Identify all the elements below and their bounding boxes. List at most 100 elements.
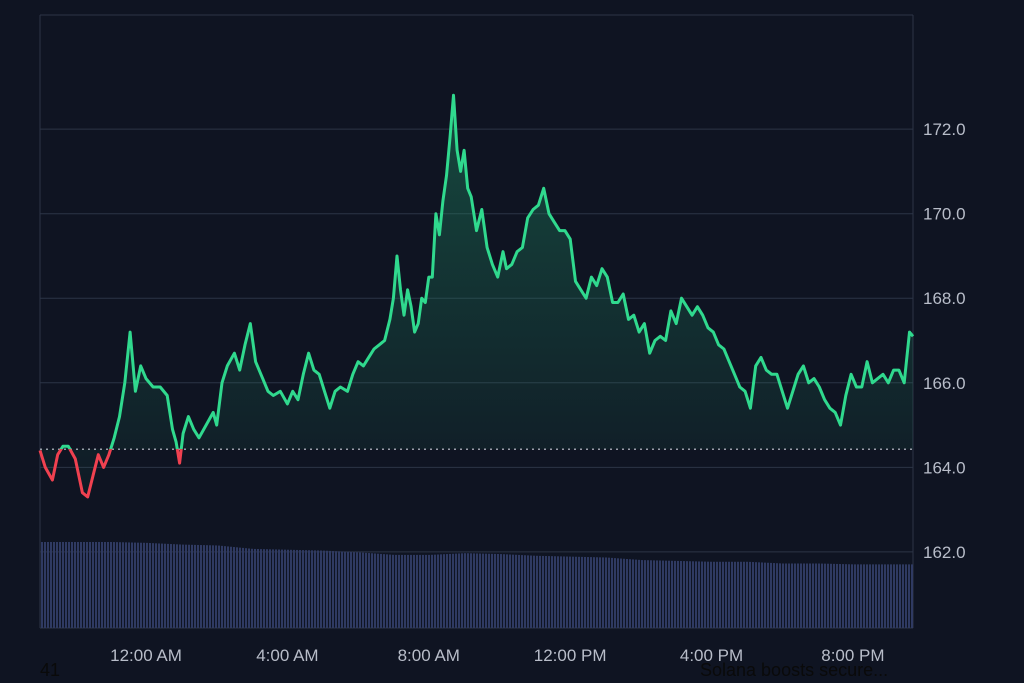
volume-bar: [479, 553, 481, 628]
volume-bar: [827, 563, 829, 628]
volume-bar: [692, 561, 694, 628]
volume-bar: [386, 554, 388, 628]
volume-bar: [449, 553, 451, 628]
volume-bar: [338, 551, 340, 628]
volume-bar: [236, 547, 238, 628]
volume-bar: [725, 561, 727, 628]
volume-bar: [182, 544, 184, 628]
volume-bar: [488, 553, 490, 628]
volume-bar: [689, 561, 691, 628]
volume-bar: [824, 563, 826, 628]
volume-bar: [557, 556, 559, 628]
volume-bar: [137, 542, 139, 628]
volume-bar: [485, 553, 487, 628]
volume-bar: [830, 563, 832, 628]
volume-bar: [233, 547, 235, 628]
volume-bar: [251, 548, 253, 628]
volume-bar: [659, 560, 661, 628]
volume-bar: [638, 559, 640, 628]
volume-bar: [593, 557, 595, 628]
volume-bar: [392, 554, 394, 628]
volume-bar: [119, 542, 121, 628]
volume-bar: [59, 542, 61, 628]
volume-bar: [836, 563, 838, 628]
volume-bar: [455, 553, 457, 628]
volume-bar: [860, 564, 862, 628]
x-tick-label: 4:00 AM: [256, 646, 318, 665]
volume-bar: [572, 556, 574, 628]
volume-bar: [881, 564, 883, 628]
volume-bar: [740, 561, 742, 628]
footer-left-text: 41: [40, 660, 61, 680]
volume-bar: [590, 557, 592, 628]
x-axis-ticks: 12:00 AM 4:00 AM 8:00 AM 12:00 PM 4:00 PM 8:0…: [110, 646, 884, 665]
volume-bar: [335, 551, 337, 628]
volume-bar: [605, 557, 607, 628]
volume-bar: [476, 553, 478, 628]
volume-bar: [374, 553, 376, 628]
volume-bar: [92, 542, 94, 628]
volume-bar: [719, 561, 721, 628]
x-tick-label: 12:00 AM: [110, 646, 182, 665]
volume-bar: [569, 556, 571, 628]
volume-bar: [134, 542, 136, 628]
volume-bar: [746, 561, 748, 628]
volume-bar: [230, 546, 232, 628]
volume-bar: [221, 545, 223, 628]
volume-bar: [332, 551, 334, 628]
volume-bar: [758, 562, 760, 628]
volume-bar: [863, 564, 865, 628]
volume-bar: [431, 554, 433, 628]
volume-bar: [512, 554, 514, 628]
volume-bar: [248, 548, 250, 628]
volume-bar: [398, 554, 400, 628]
volume-bar: [491, 553, 493, 628]
volume-bar: [98, 542, 100, 628]
volume-bar: [872, 564, 874, 628]
volume-bar: [857, 564, 859, 628]
volume-bar: [809, 563, 811, 628]
volume-bar: [467, 553, 469, 628]
volume-bar: [734, 561, 736, 628]
volume-bar: [278, 549, 280, 628]
volume-bar: [578, 556, 580, 628]
x-tick-label: 8:00 PM: [821, 646, 884, 665]
volume-bar: [110, 542, 112, 628]
volume-bar: [812, 563, 814, 628]
volume-bar: [155, 543, 157, 628]
volume-bar: [47, 542, 49, 628]
volume-bar: [185, 544, 187, 628]
volume-bar: [299, 550, 301, 628]
volume-bar: [347, 551, 349, 628]
volume-bar: [56, 542, 58, 628]
volume-bar: [428, 554, 430, 628]
volume-bar: [749, 561, 751, 628]
volume-bar: [344, 551, 346, 628]
volume-bar: [497, 553, 499, 628]
volume-bar: [158, 543, 160, 628]
volume-bar: [314, 550, 316, 628]
volume-bar: [461, 553, 463, 628]
volume-bar: [899, 564, 901, 628]
volume-bar: [95, 542, 97, 628]
volume-bar: [458, 553, 460, 628]
volume-bar: [464, 553, 466, 628]
volume-bar: [446, 554, 448, 628]
volume-bar: [419, 554, 421, 628]
volume-bar: [890, 564, 892, 628]
volume-bar: [878, 564, 880, 628]
volume-bar: [53, 542, 55, 628]
volume-bar: [896, 564, 898, 628]
volume-bar: [623, 558, 625, 628]
volume-bar: [284, 549, 286, 628]
volume-bar: [905, 564, 907, 628]
volume-bar: [89, 542, 91, 628]
y-tick-label: 166.0: [923, 374, 966, 393]
volume-bar: [521, 555, 523, 628]
volume-bar: [575, 556, 577, 628]
volume-bar: [413, 554, 415, 628]
volume-bar: [842, 564, 844, 628]
volume-bar: [584, 556, 586, 628]
volume-bar: [422, 554, 424, 628]
